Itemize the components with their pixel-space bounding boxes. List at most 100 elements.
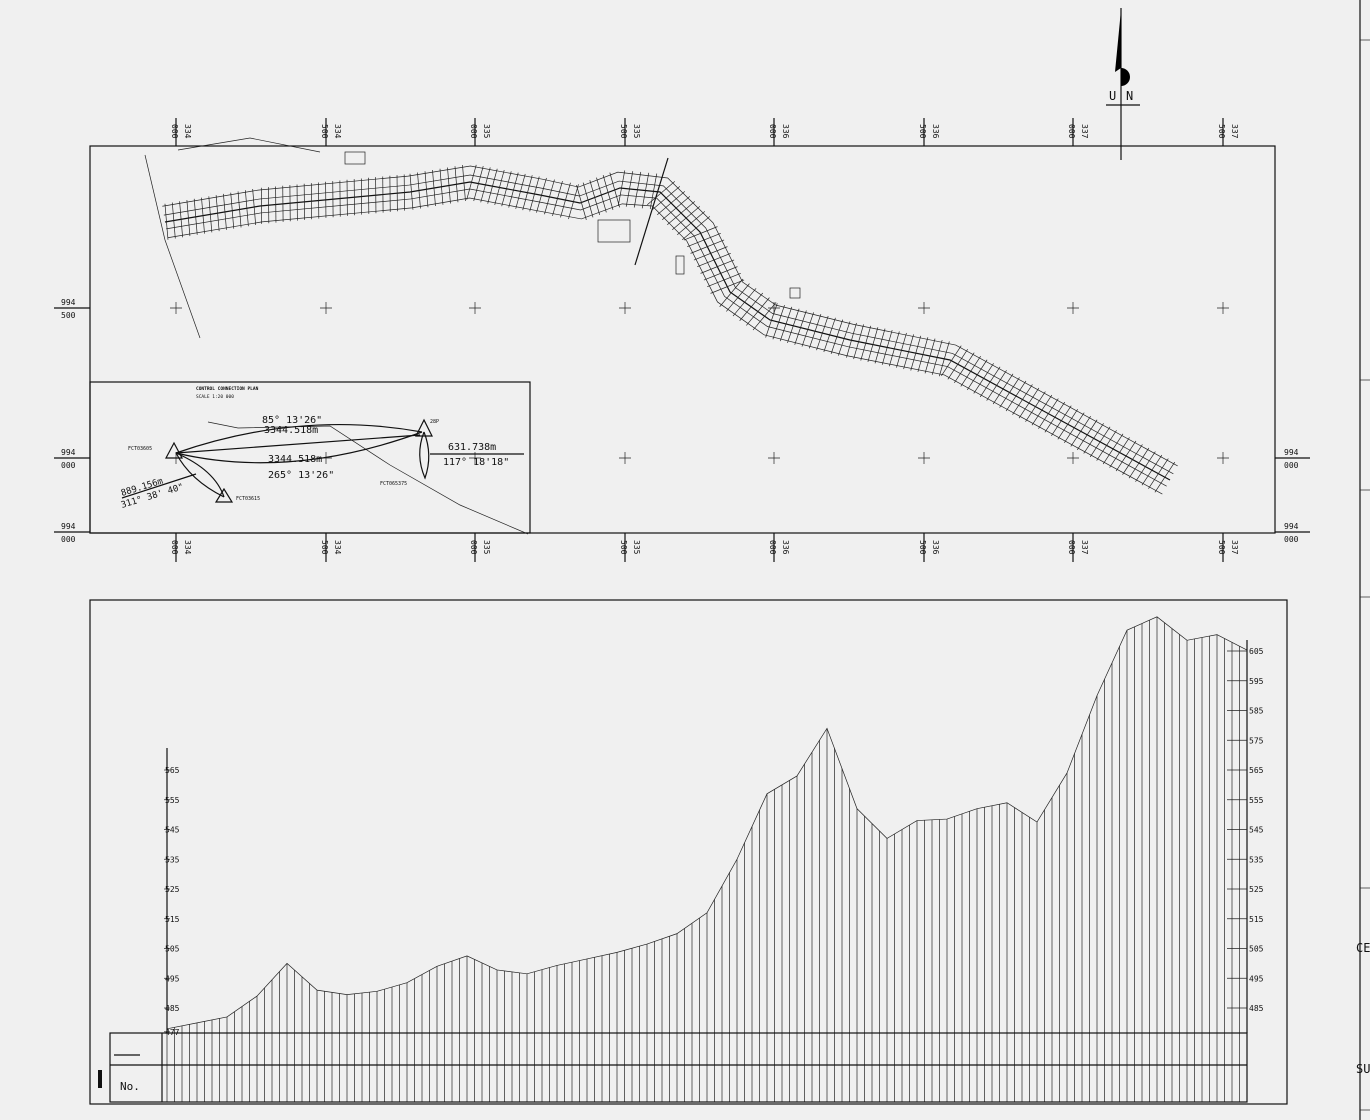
easting-label: 000: [768, 540, 777, 555]
cross-section-tick: [816, 315, 829, 351]
cross-section-tick: [508, 172, 519, 208]
easting-label: 500: [918, 540, 927, 555]
control-connection-plan: CONTROL CONNECTION PLAN SCALE 1:20 000 F…: [89, 381, 531, 535]
road-edge: [163, 174, 1174, 475]
triangle-station-icon: [214, 487, 234, 503]
cross-section-tick: [1083, 423, 1104, 454]
cross-section-tick: [252, 188, 257, 226]
cross-section-tick: [466, 164, 477, 200]
control-arc: [419, 431, 430, 480]
cross-section-tick: [171, 202, 176, 239]
easting-label: 335: [482, 540, 491, 555]
northing-label: 000: [61, 535, 76, 544]
cross-section-tick: [1051, 405, 1072, 436]
cross-section-tick: [765, 303, 778, 338]
cross-section-tick: [986, 370, 1007, 401]
left-axis-label: 545: [165, 826, 180, 835]
left-axis-label: 535: [165, 855, 180, 864]
right-axis-label: 515: [1249, 915, 1264, 924]
cross-section-tick: [1096, 430, 1117, 461]
ground-profile-line: [166, 616, 1248, 1030]
cross-section-tick: [536, 177, 547, 213]
cross-section-tick: [625, 171, 634, 207]
cross-section-tick: [787, 308, 800, 344]
cross-section-tick: [960, 356, 981, 387]
cross-section-tick: [874, 328, 886, 364]
easting-label: 000: [1067, 540, 1076, 555]
station-label: FCT03615: [236, 496, 260, 502]
road-alignment: [144, 137, 1178, 495]
bearing-label: 85° 13'26": [262, 415, 322, 426]
right-axis-label: 505: [1249, 945, 1264, 954]
grid-cross: [469, 302, 481, 314]
easting-label: 500: [320, 540, 329, 555]
cross-section-tick: [697, 252, 731, 268]
cross-section-tick: [179, 201, 183, 238]
cross-section-tick: [808, 314, 822, 349]
longitudinal-profile: [166, 616, 1248, 1102]
cross-section-tick: [672, 206, 701, 230]
cross-section-tick: [439, 168, 444, 205]
cross-section-tick: [164, 203, 169, 240]
table-row-label: No.: [120, 1080, 140, 1093]
easting-label: 334: [333, 540, 342, 555]
easting-label: 336: [931, 124, 940, 139]
cross-section-tick: [1141, 454, 1163, 486]
easting-label: 000: [469, 124, 478, 139]
row-marker: [98, 1070, 102, 1088]
cross-section-tick: [853, 324, 864, 360]
left-axis-label: 477: [165, 1028, 180, 1037]
cross-section-tick: [1057, 408, 1079, 440]
cross-section-tick: [208, 196, 213, 233]
side-road: [144, 154, 201, 339]
easting-label: 337: [1080, 124, 1089, 139]
building: [344, 151, 366, 165]
easting-label: 335: [632, 540, 641, 555]
cross-section-tick: [186, 200, 191, 237]
easting-label: 337: [1230, 124, 1239, 139]
cross-section-tick: [910, 335, 922, 371]
cross-section-tick: [447, 167, 451, 204]
control-arc: [175, 423, 423, 454]
northing-label: 994: [61, 298, 76, 307]
building: [597, 219, 631, 243]
easting-label: 337: [1080, 540, 1089, 555]
easting-label: 500: [1217, 124, 1226, 139]
grid-cross: [918, 302, 930, 314]
cross-section-tick: [1005, 380, 1027, 412]
grid-cross: [768, 452, 780, 464]
right-axis-label: 485: [1249, 1004, 1264, 1013]
control-line: [175, 434, 421, 454]
easting-label: 335: [632, 124, 641, 139]
left-axis-label: 495: [165, 974, 180, 983]
cross-section-tick: [896, 332, 907, 368]
profile-table-frame: [109, 1032, 1248, 1103]
cross-section-tick: [732, 288, 757, 317]
cross-section-tick: [860, 325, 872, 361]
plan-frame: [89, 145, 1276, 534]
north-arrow-icon: [1115, 10, 1121, 72]
grid-cross: [619, 302, 631, 314]
cross-section-tick: [647, 181, 676, 205]
northing-label: 994: [1284, 522, 1299, 531]
profile-frame: [89, 599, 1288, 1105]
grid-cross: [1067, 302, 1079, 314]
cross-section-tick: [652, 186, 681, 210]
cross-section-tick: [522, 175, 533, 211]
easting-label: 336: [931, 540, 940, 555]
cross-section-tick: [230, 192, 235, 229]
northing-label: 000: [1284, 461, 1299, 470]
cross-section-tick: [462, 164, 466, 202]
cross-section-tick: [954, 352, 975, 384]
road-edge: [162, 165, 1178, 467]
north-arrow-half-circle: [1121, 68, 1130, 86]
cross-section-tick: [576, 184, 587, 220]
easting-label: 500: [619, 540, 628, 555]
grid-cross: [619, 452, 631, 464]
grid-cross: [1067, 452, 1079, 464]
grid-cross: [320, 302, 332, 314]
right-axis-label: 525: [1249, 885, 1264, 894]
cross-section-tick: [657, 191, 686, 215]
easting-label: 500: [619, 124, 628, 139]
northing-label: 000: [1284, 535, 1299, 544]
